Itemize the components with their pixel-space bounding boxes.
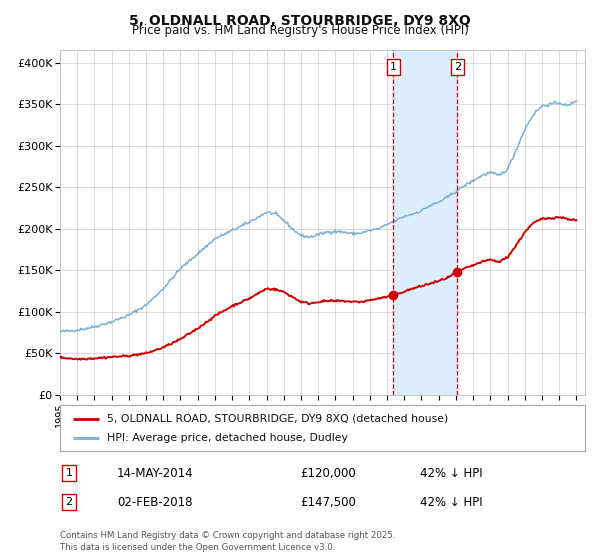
Text: £147,500: £147,500 [300, 496, 356, 509]
Text: £120,000: £120,000 [300, 466, 356, 480]
Text: 42% ↓ HPI: 42% ↓ HPI [420, 466, 482, 480]
Text: Contains HM Land Registry data © Crown copyright and database right 2025.
This d: Contains HM Land Registry data © Crown c… [60, 531, 395, 552]
Text: 5, OLDNALL ROAD, STOURBRIDGE, DY9 8XQ: 5, OLDNALL ROAD, STOURBRIDGE, DY9 8XQ [129, 14, 471, 28]
Text: 1: 1 [390, 62, 397, 72]
Text: HPI: Average price, detached house, Dudley: HPI: Average price, detached house, Dudl… [107, 433, 348, 443]
Bar [394, 50, 457, 395]
Text: 14-MAY-2014: 14-MAY-2014 [117, 466, 194, 480]
Text: 5, OLDNALL ROAD, STOURBRIDGE, DY9 8XQ (detached house): 5, OLDNALL ROAD, STOURBRIDGE, DY9 8XQ (d… [107, 414, 449, 424]
Text: 2: 2 [65, 497, 73, 507]
Text: Price paid vs. HM Land Registry's House Price Index (HPI): Price paid vs. HM Land Registry's House … [131, 24, 469, 37]
Text: 1: 1 [65, 468, 73, 478]
Text: 2: 2 [454, 62, 461, 72]
Text: 42% ↓ HPI: 42% ↓ HPI [420, 496, 482, 509]
Text: 02-FEB-2018: 02-FEB-2018 [117, 496, 193, 509]
